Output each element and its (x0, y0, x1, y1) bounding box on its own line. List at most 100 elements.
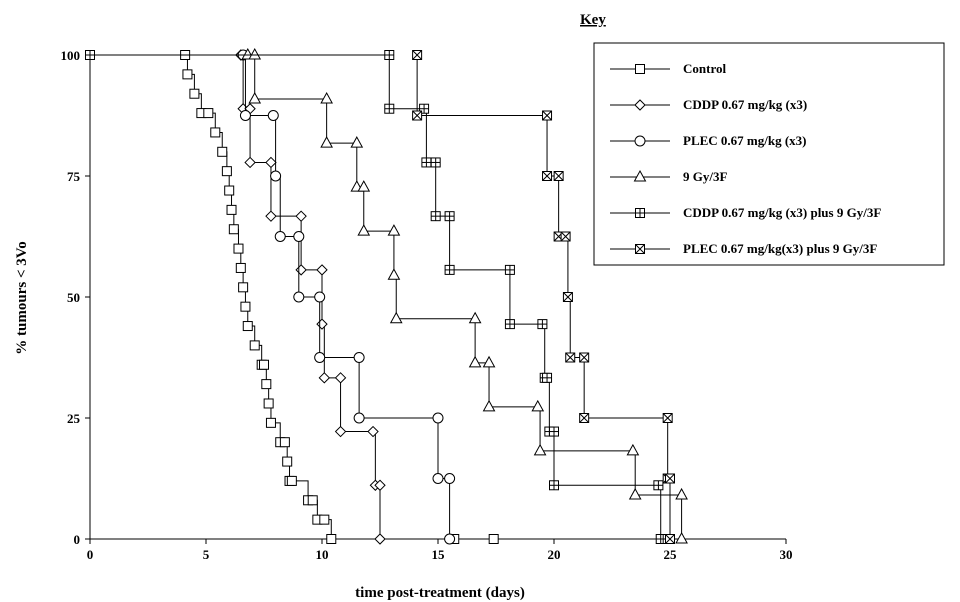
marker-shape (634, 135, 646, 147)
data-point (412, 110, 423, 121)
data-point (279, 437, 290, 448)
data-point (444, 473, 456, 484)
data-point (675, 487, 688, 500)
y-tick-label: 75 (67, 169, 81, 184)
marker-shape (367, 425, 379, 438)
axes: 0 5 10 15 20 25 30 0 25 50 75 100 (61, 48, 793, 562)
y-tick-label: 0 (74, 532, 81, 547)
marker-shape (316, 264, 328, 276)
marker-shape (263, 398, 274, 409)
marker-shape (374, 533, 386, 545)
data-point (320, 92, 333, 104)
marker-shape (319, 514, 330, 525)
marker-shape (635, 64, 645, 74)
legend-item-3: PLEC 0.67 mg/kg (x3) (610, 133, 807, 148)
marker-shape (634, 99, 646, 111)
legend-label: 9 Gy/3F (683, 169, 727, 184)
x-tick-label: 30 (780, 547, 793, 562)
data-point (626, 443, 640, 456)
series-5 (85, 50, 673, 544)
marker-shape (249, 340, 260, 351)
marker-shape (270, 170, 282, 182)
data-point (316, 264, 328, 276)
legend-item-1: Control (610, 61, 726, 76)
data-point (189, 88, 200, 99)
data-point (531, 399, 545, 412)
data-point (249, 340, 260, 351)
legend-item-2: CDDP 0.67 mg/kg (x3) (610, 97, 807, 112)
data-point (553, 171, 564, 181)
legend-item-5: CDDP 0.67 mg/kg (x3) plus 9 Gy/3F (610, 205, 881, 220)
data-point (444, 211, 455, 222)
marker-shape (314, 291, 326, 303)
data-point (259, 359, 269, 370)
data-point (665, 534, 675, 544)
marker-shape (238, 282, 249, 293)
data-point (565, 352, 576, 363)
data-point (504, 319, 515, 330)
data-point (444, 533, 456, 545)
x-tick-label: 5 (203, 547, 210, 562)
marker-shape (320, 92, 333, 104)
y-tick-label: 100 (61, 48, 81, 63)
marker-shape (353, 352, 365, 363)
data-point (542, 171, 553, 181)
data-point (248, 92, 262, 104)
data-point (468, 355, 482, 368)
series-3 (237, 49, 456, 545)
data-point (261, 379, 272, 390)
data-point (412, 50, 423, 60)
data-point (274, 231, 286, 242)
marker-shape (244, 156, 256, 169)
marker-shape (533, 443, 547, 456)
marker-shape (633, 169, 647, 182)
data-point (357, 180, 371, 192)
data-point (265, 417, 276, 428)
legend-label: PLEC 0.67 mg/kg(x3) plus 9 Gy/3F (683, 241, 877, 256)
data-point (221, 166, 232, 177)
legend-marker (634, 135, 646, 147)
data-point (444, 264, 455, 275)
data-point (350, 136, 364, 148)
legend-label: Control (683, 61, 726, 76)
data-point (384, 103, 395, 114)
marker-cross (542, 110, 552, 121)
data-point (430, 211, 441, 222)
marker-cross (553, 171, 564, 181)
data-point (319, 514, 330, 525)
data-point (242, 321, 253, 332)
marker-shape (233, 243, 244, 254)
data-point (384, 50, 395, 60)
legend-marker (635, 244, 645, 254)
marker-shape (293, 231, 305, 242)
marker-shape (357, 180, 371, 192)
data-point (293, 231, 305, 242)
marker-shape (628, 487, 642, 500)
marker-shape (248, 92, 262, 104)
data-point (653, 480, 664, 491)
marker-shape (444, 533, 456, 545)
marker-cross (565, 352, 576, 363)
data-point (432, 473, 444, 484)
marker-shape (444, 473, 456, 484)
marker-shape (295, 210, 307, 222)
data-point (293, 291, 305, 303)
marker-shape (482, 355, 496, 368)
data-point (85, 50, 95, 60)
data-point (286, 475, 297, 486)
data-point (248, 47, 262, 60)
marker-cross (412, 110, 422, 121)
legend-item-6: PLEC 0.67 mg/kg(x3) plus 9 Gy/3F (610, 241, 877, 256)
data-point (537, 319, 548, 330)
data-point (203, 108, 214, 119)
marker-cross (579, 413, 590, 423)
data-point (482, 399, 496, 412)
marker-shape (240, 301, 251, 312)
marker-shape (293, 291, 305, 303)
marker-cross (563, 292, 573, 302)
marker-shape (261, 379, 272, 390)
marker-shape (265, 210, 277, 222)
marker-shape (217, 146, 228, 157)
data-point (182, 69, 193, 80)
